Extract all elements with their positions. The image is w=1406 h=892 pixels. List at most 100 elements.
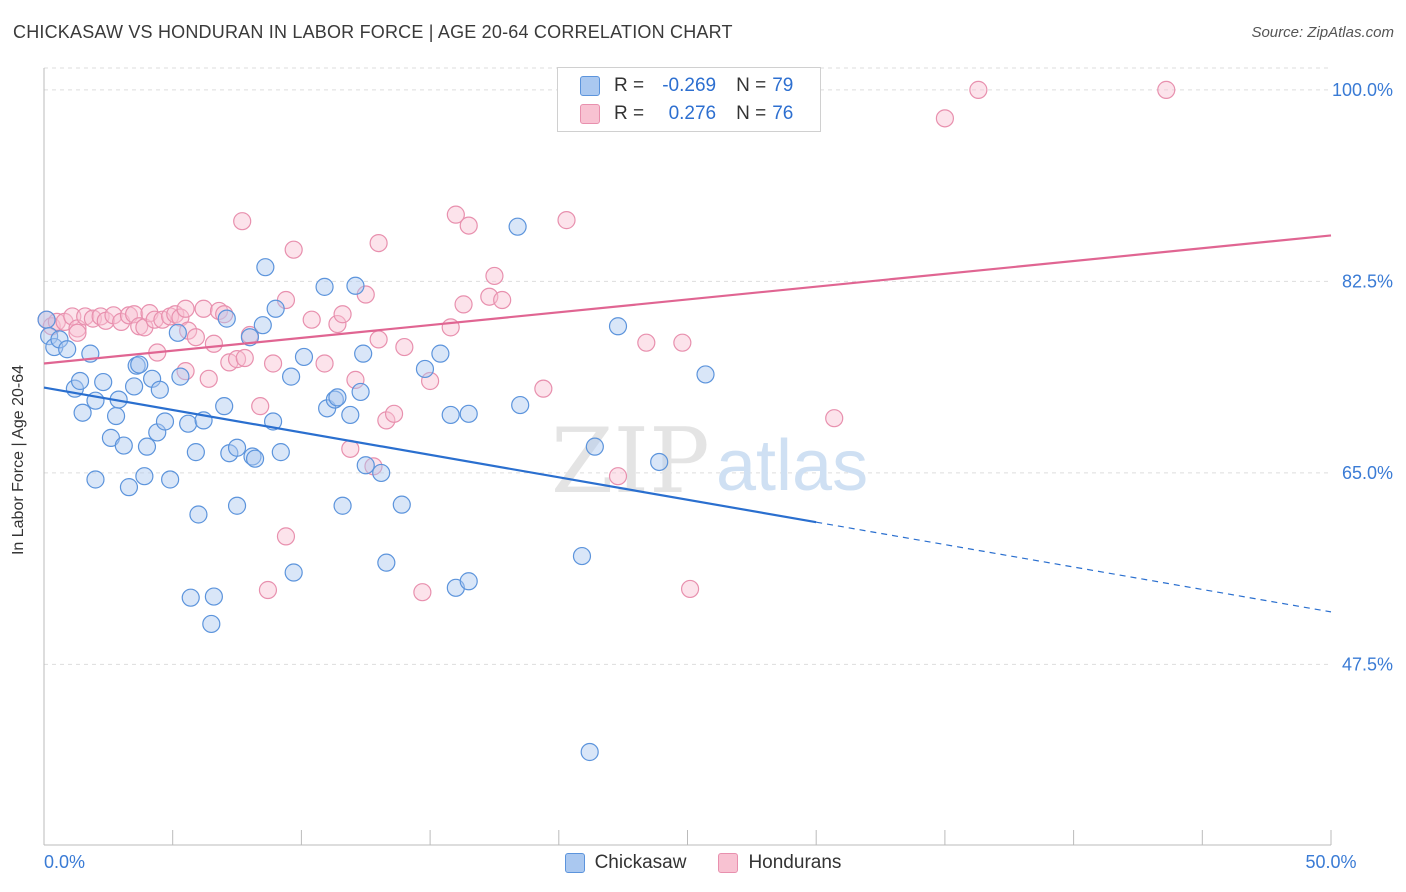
hondurans-point bbox=[194, 299, 213, 318]
hondurans-point bbox=[413, 583, 432, 602]
hondurans-point bbox=[346, 370, 365, 389]
chickasaw-point bbox=[161, 470, 180, 489]
chickasaw-point bbox=[294, 347, 314, 367]
hondurans-point bbox=[176, 362, 195, 381]
chickasaw-point bbox=[333, 496, 352, 515]
chickasaw-point bbox=[696, 365, 715, 384]
legend-n-value: 79 bbox=[772, 75, 794, 96]
chickasaw-point bbox=[168, 323, 187, 342]
legend-row-chickasaw: R = -0.269 N = 79 bbox=[580, 72, 793, 100]
chickasaw-point bbox=[341, 405, 360, 425]
correlation-legend: R = -0.269 N = 79 R = 0.276 N = 76 bbox=[557, 67, 821, 132]
chickasaw-swatch bbox=[580, 76, 600, 96]
hondurans-point bbox=[969, 80, 988, 99]
chickasaw-point bbox=[155, 412, 175, 431]
chickasaw-point bbox=[94, 372, 113, 392]
hondurans-point bbox=[454, 295, 473, 314]
hondurans-point bbox=[825, 409, 844, 428]
chickasaw-trend-line bbox=[43, 386, 817, 524]
y-tick-labels: 47.5% 65.0% 82.5% 100.0% bbox=[1332, 80, 1393, 675]
hondurans-point bbox=[557, 211, 576, 230]
chickasaw-point bbox=[511, 395, 530, 415]
hondurans-point bbox=[124, 305, 144, 324]
hondurans-point bbox=[328, 314, 347, 334]
chickasaw-point bbox=[227, 438, 247, 457]
chickasaw-point bbox=[217, 309, 236, 328]
y-tick-label: 65.0% bbox=[1342, 463, 1393, 483]
chickasaw-point bbox=[284, 563, 303, 582]
legend-r-label: R = bbox=[614, 103, 645, 124]
chickasaw-swatch bbox=[564, 853, 585, 873]
chickasaw-point bbox=[315, 277, 334, 296]
chickasaw-point bbox=[114, 436, 133, 455]
source-label: Source: ZipAtlas.com bbox=[1251, 24, 1394, 41]
hondurans-point bbox=[935, 109, 955, 128]
chickasaw-point bbox=[271, 443, 290, 462]
chickasaw-point bbox=[392, 495, 411, 514]
chickasaw-point bbox=[37, 310, 56, 329]
chickasaw-trend-extension bbox=[816, 521, 1332, 613]
chickasaw-point bbox=[508, 217, 527, 236]
legend-n-value: 76 bbox=[772, 103, 794, 124]
chickasaw-point bbox=[441, 405, 460, 425]
chickasaw-point bbox=[70, 371, 90, 391]
hondurans-point bbox=[315, 354, 334, 373]
chickasaw-point bbox=[73, 403, 92, 422]
hondurans-trend-line bbox=[43, 234, 1332, 365]
legend-r-label: R = bbox=[614, 75, 645, 96]
hondurans-point bbox=[227, 350, 247, 369]
chickasaw-point bbox=[459, 572, 478, 591]
hondurans-point bbox=[680, 579, 700, 599]
chickasaw-point bbox=[346, 276, 365, 295]
watermark-atlas: atlas bbox=[716, 426, 868, 506]
chickasaw-point bbox=[245, 449, 265, 468]
chickasaw-point bbox=[351, 382, 370, 402]
hondurans-point bbox=[637, 333, 656, 352]
chickasaw-point bbox=[179, 414, 198, 433]
chickasaw-point bbox=[240, 328, 260, 347]
chickasaw-point bbox=[256, 258, 275, 277]
hondurans-point bbox=[485, 266, 504, 286]
hondurans-point bbox=[166, 305, 185, 324]
chickasaw-point bbox=[137, 437, 157, 456]
chickasaw-point bbox=[204, 587, 223, 606]
hondurans-point bbox=[395, 337, 414, 357]
hondurans-point bbox=[63, 307, 82, 326]
y-axis-label: In Labor Force | Age 20-64 bbox=[10, 364, 27, 556]
chickasaw-point bbox=[202, 614, 221, 634]
hondurans-point bbox=[608, 467, 628, 486]
y-tick-label: 82.5% bbox=[1342, 271, 1393, 291]
chickasaw-point bbox=[328, 388, 347, 407]
chickasaw-point bbox=[119, 478, 139, 497]
hondurans-point bbox=[251, 397, 270, 416]
chickasaw-point bbox=[189, 505, 208, 524]
chickasaw-point bbox=[325, 390, 344, 409]
chickasaw-point bbox=[135, 467, 154, 486]
chickasaw-point bbox=[372, 463, 391, 483]
watermark: ZIP atlas bbox=[551, 409, 868, 514]
legend-n-label: N = bbox=[736, 103, 767, 124]
chickasaw-point bbox=[572, 546, 592, 566]
x-tick-label-right: 50.0% bbox=[1305, 852, 1357, 872]
hondurans-point bbox=[284, 240, 303, 259]
hondurans-point bbox=[384, 404, 404, 423]
hondurans-swatch bbox=[718, 853, 739, 873]
hondurans-point bbox=[302, 310, 321, 329]
chickasaw-point bbox=[50, 330, 69, 349]
chickasaw-point bbox=[459, 404, 478, 423]
legend-r-value: 0.276 bbox=[668, 103, 717, 124]
hondurans-point bbox=[333, 305, 352, 324]
chickasaw-point bbox=[431, 344, 450, 363]
hondurans-point bbox=[176, 299, 195, 318]
y-tick-label: 47.5% bbox=[1342, 654, 1393, 674]
chickasaw-point bbox=[106, 406, 126, 426]
chickasaw-point bbox=[415, 359, 435, 379]
chickasaw-point bbox=[650, 452, 669, 472]
hondurans-point bbox=[135, 318, 154, 337]
chickasaw-point bbox=[171, 367, 190, 386]
hondurans-point bbox=[446, 205, 465, 224]
legend-n-label: N = bbox=[736, 75, 767, 96]
hondurans-points bbox=[37, 80, 1176, 602]
chickasaw-point bbox=[124, 377, 144, 396]
hondurans-point bbox=[276, 527, 296, 546]
